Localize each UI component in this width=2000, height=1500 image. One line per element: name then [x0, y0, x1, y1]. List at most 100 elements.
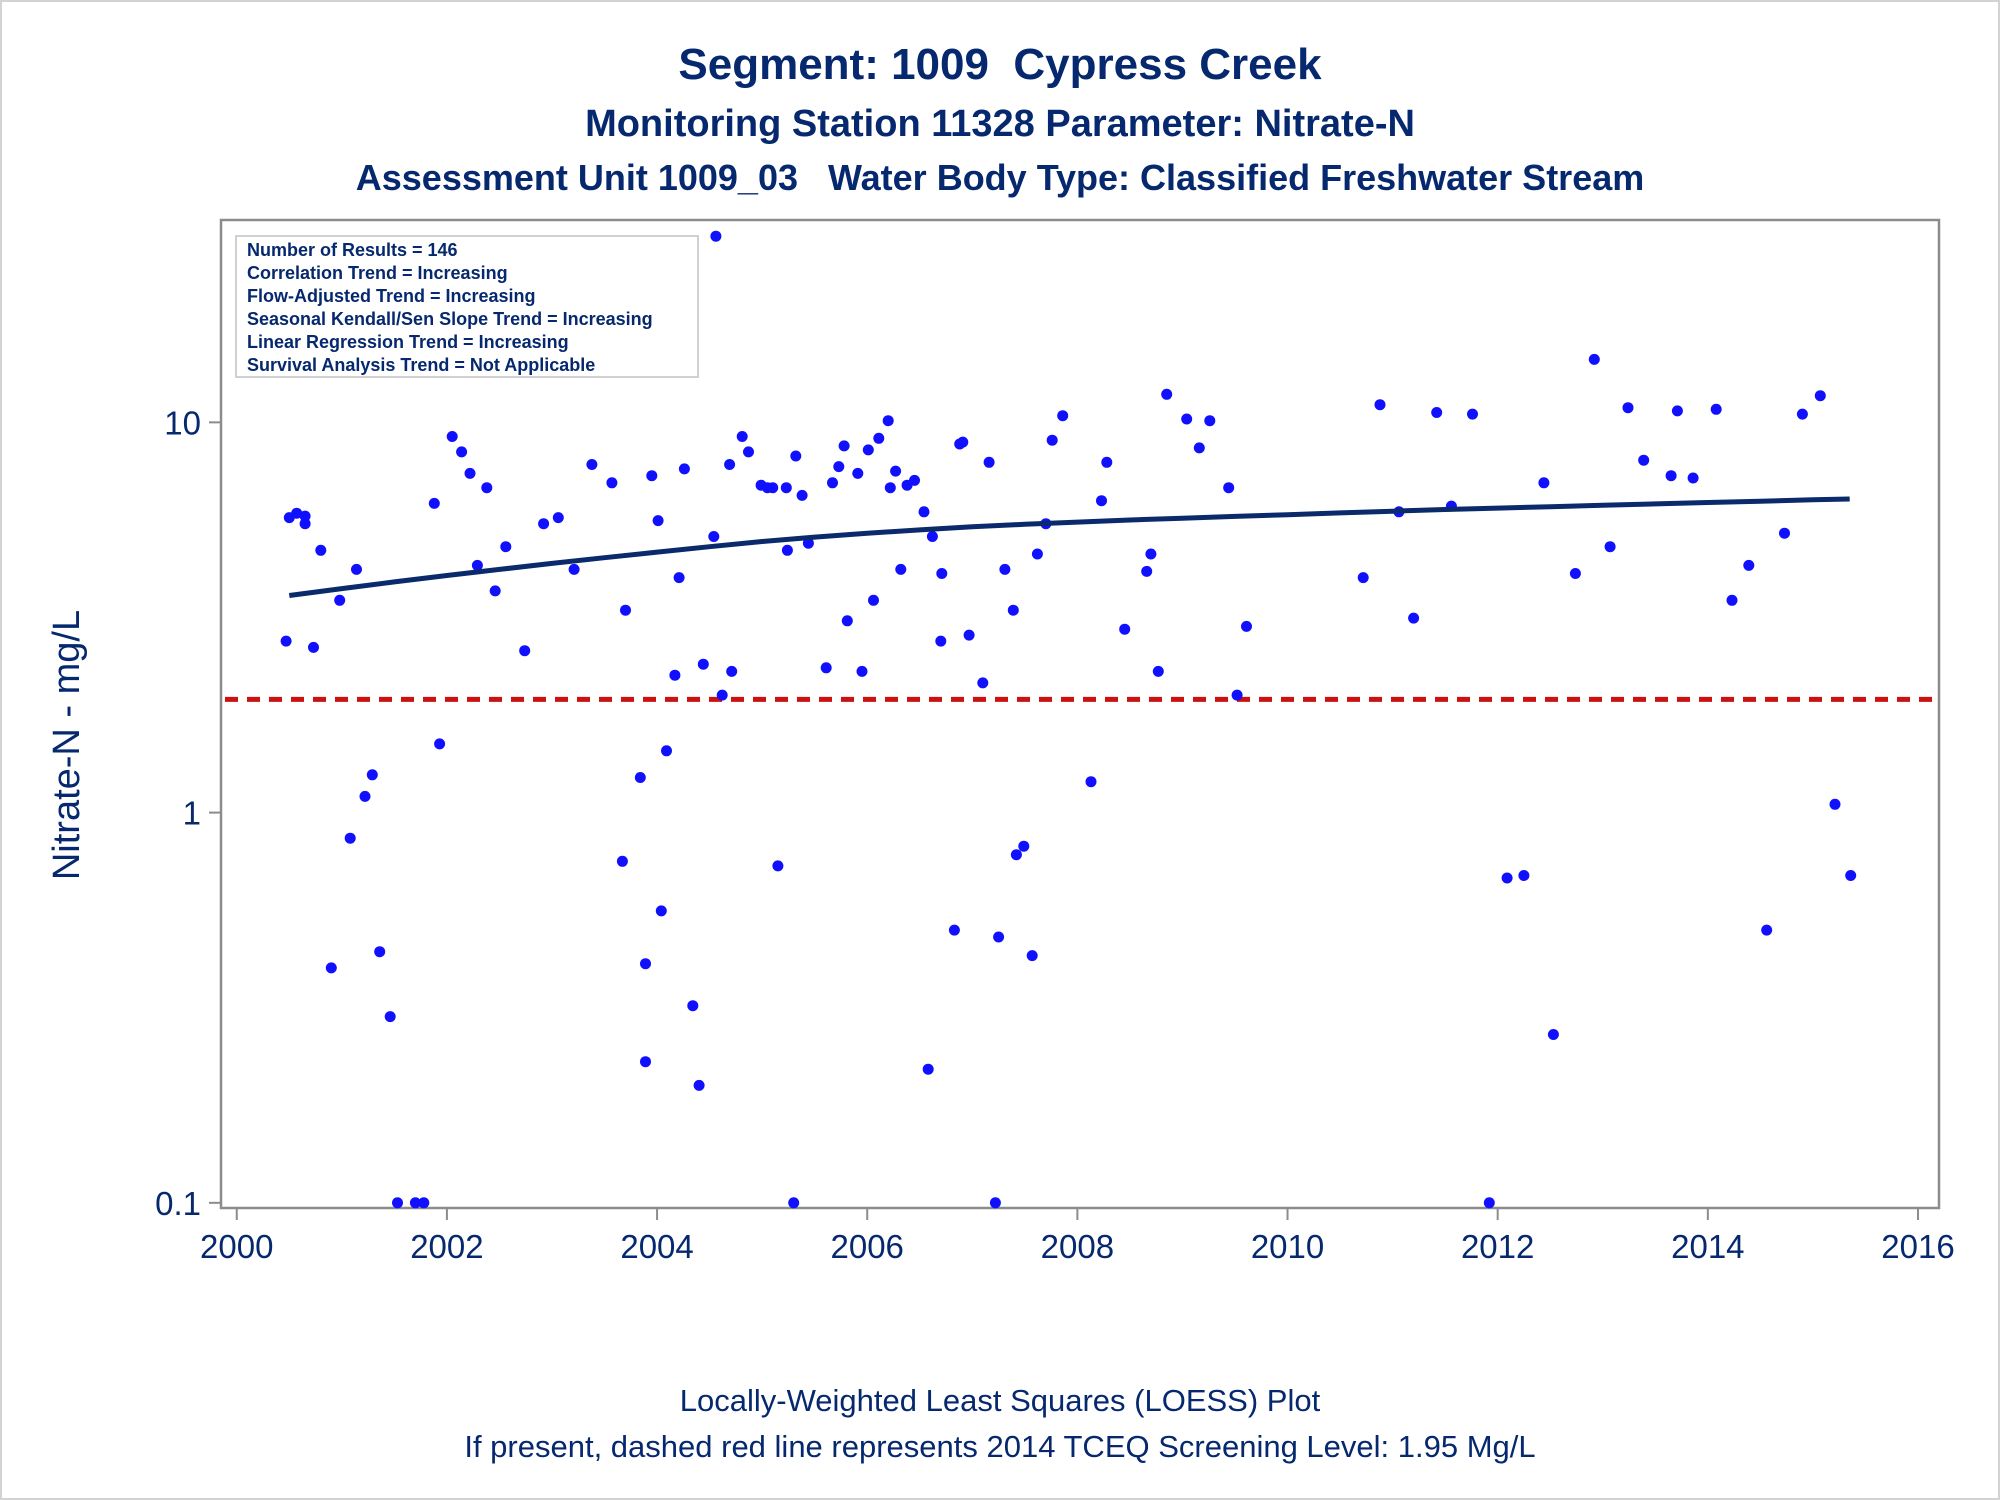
data-point: [838, 440, 850, 452]
data-point: [716, 689, 728, 701]
data-point: [1569, 568, 1581, 579]
data-point: [1796, 408, 1808, 420]
loess-curve: [288, 496, 1850, 598]
data-point: [299, 518, 311, 530]
data-point: [456, 446, 468, 458]
data-point: [802, 537, 814, 549]
data-point: [977, 677, 989, 689]
data-point: [936, 568, 948, 579]
x-tick-label: 2002: [410, 1228, 483, 1265]
data-point: [1241, 620, 1252, 632]
data-point: [1101, 456, 1113, 468]
data-point: [873, 432, 885, 444]
x-axis: 2000 2002 2004 2006 2008 2010 2012 2014 2016: [200, 1208, 1955, 1265]
data-point: [895, 563, 907, 575]
data-point: [726, 665, 738, 677]
y-tick-label: 0.1: [155, 1185, 201, 1222]
x-tick-label: 2010: [1251, 1228, 1324, 1265]
data-point: [1671, 405, 1683, 417]
data-point: [1204, 415, 1216, 427]
data-point: [1665, 470, 1677, 482]
data-point: [489, 585, 501, 597]
data-point: [1431, 407, 1443, 418]
data-point: [918, 506, 930, 518]
x-tick-label: 2014: [1671, 1228, 1744, 1265]
data-point: [909, 474, 920, 486]
data-point: [640, 1056, 651, 1068]
data-point: [841, 615, 853, 627]
data-point: [781, 544, 793, 556]
x-tick-label: 2000: [200, 1228, 273, 1265]
data-point: [743, 446, 754, 458]
data-point: [963, 629, 975, 641]
data-point: [384, 1011, 396, 1023]
data-point: [646, 470, 658, 482]
x-tick-label: 2012: [1461, 1228, 1534, 1265]
data-point: [661, 745, 672, 757]
x-tick-label: 2008: [1041, 1228, 1114, 1265]
data-point: [344, 832, 356, 844]
data-point: [993, 931, 1005, 943]
data-point: [1467, 408, 1478, 420]
data-point: [1501, 872, 1513, 884]
data-point: [1057, 410, 1069, 422]
data-point: [724, 459, 736, 470]
data-point: [428, 497, 440, 509]
data-point: [1145, 548, 1157, 560]
x-tick-label: 2016: [1881, 1228, 1954, 1265]
data-point: [890, 465, 902, 477]
data-point: [957, 436, 969, 448]
data-point: [1814, 390, 1826, 402]
data-point: [687, 1000, 699, 1012]
data-point: [374, 946, 386, 958]
data-point: [882, 415, 894, 427]
data-point: [852, 467, 864, 479]
stats-box-line: Linear Regression Trend = Increasing: [247, 332, 569, 352]
data-point: [922, 1063, 934, 1075]
data-point: [446, 431, 458, 442]
data-point: [1726, 594, 1738, 606]
data-point: [519, 645, 531, 657]
data-point: [1141, 565, 1153, 577]
stats-box-line: Survival Analysis Trend = Not Applicable: [247, 355, 595, 375]
data-point: [989, 1197, 1001, 1209]
data-point: [1604, 541, 1616, 553]
data-point: [1779, 527, 1790, 539]
data-point: [366, 769, 378, 781]
data-point: [418, 1197, 430, 1209]
data-point: [606, 477, 618, 489]
data-point: [434, 738, 446, 750]
y-tick-label: 1: [183, 795, 201, 832]
data-point: [796, 489, 808, 501]
data-point: [669, 669, 681, 681]
data-point: [678, 463, 690, 475]
data-point: [1357, 572, 1369, 584]
data-point: [983, 456, 995, 468]
data-point: [1743, 559, 1755, 571]
data-point: [820, 662, 832, 674]
data-point: [1193, 442, 1205, 454]
chart-title: Segment: 1009 Cypress Creek: [678, 40, 1322, 89]
data-point: [334, 594, 346, 606]
data-point: [1761, 924, 1773, 936]
data-point: [538, 518, 550, 530]
data-point: [1018, 840, 1030, 852]
data-point: [833, 461, 845, 473]
data-point: [315, 544, 327, 556]
data-point: [1710, 403, 1722, 415]
data-point: [673, 572, 685, 584]
footnote-screening: If present, dashed red line represents 2…: [464, 1429, 1536, 1464]
plot-area-border: [219, 218, 1941, 1210]
data-point: [1622, 402, 1634, 414]
data-point: [1588, 353, 1600, 365]
data-point: [464, 467, 476, 479]
data-point: [291, 507, 303, 519]
data-point: [710, 230, 722, 242]
data-point: [652, 515, 664, 527]
data-point: [1547, 1029, 1559, 1040]
data-point: [1374, 399, 1386, 411]
footnote-loess: Locally-Weighted Least Squares (LOESS) P…: [679, 1383, 1321, 1418]
data-point: [616, 855, 628, 867]
data-point: [736, 431, 748, 442]
data-point: [1152, 665, 1164, 677]
